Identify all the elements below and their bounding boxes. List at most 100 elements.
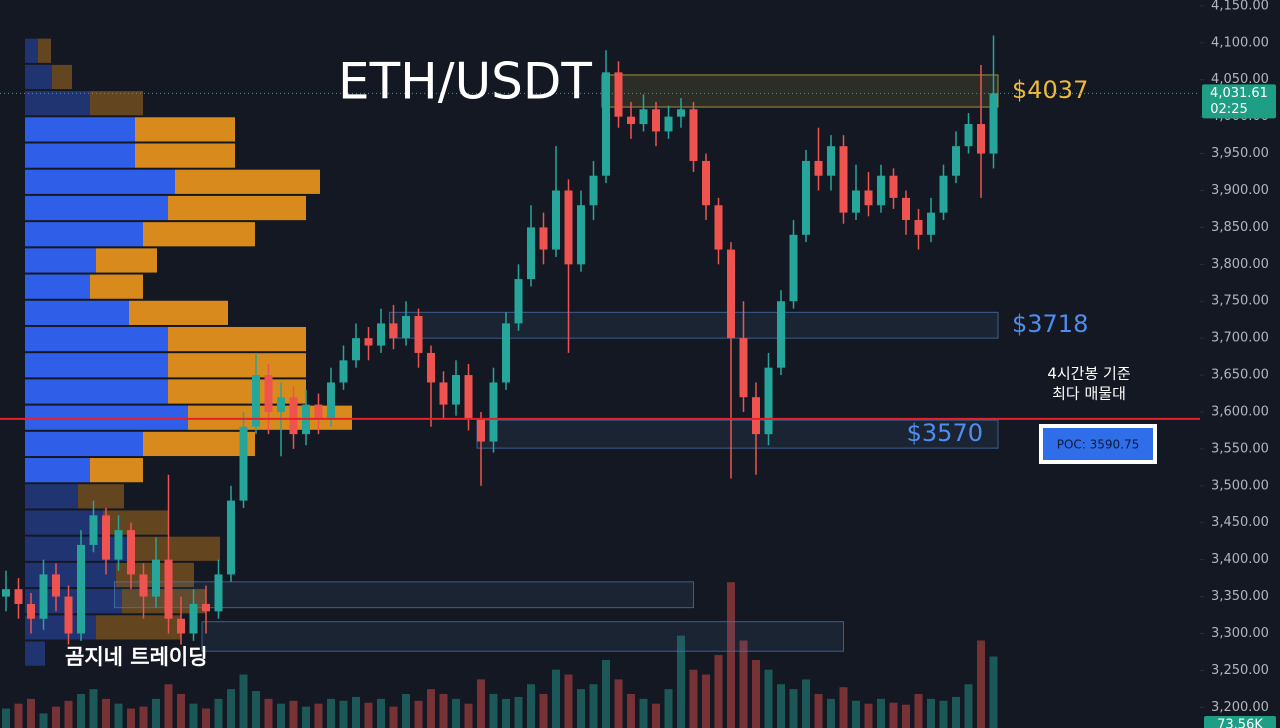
volume-label: 73.56K	[1217, 718, 1263, 728]
candle-body	[689, 109, 698, 161]
candle-body	[377, 323, 385, 346]
volume-bar	[964, 684, 973, 728]
candle-body	[339, 360, 348, 383]
candle-body	[877, 175, 885, 206]
last-price-label: 4,031.61	[1210, 86, 1268, 101]
candle-body	[52, 574, 60, 597]
volume-bar	[64, 700, 73, 728]
candle-body	[602, 72, 610, 176]
volume-bar	[752, 659, 760, 728]
candle-body	[552, 190, 560, 250]
candle-body	[852, 190, 860, 213]
volume-bar	[777, 684, 785, 728]
profile-sell	[129, 536, 220, 561]
volume-bar	[602, 659, 610, 728]
candle-body	[189, 603, 198, 634]
profile-buy	[25, 615, 96, 640]
zone-label: $4037	[1012, 76, 1088, 104]
volume-bar	[227, 689, 235, 728]
volume-bar	[427, 689, 435, 728]
volume-bar	[814, 693, 823, 728]
profile-buy	[25, 195, 168, 221]
candle-body	[127, 530, 135, 575]
volume-bar	[252, 691, 260, 728]
profile-sell	[135, 143, 235, 168]
volume-bar	[52, 706, 60, 728]
profile-buy	[25, 38, 38, 63]
candle-body	[864, 190, 873, 206]
candle-body	[452, 375, 460, 405]
volume-bar	[264, 698, 273, 728]
volume-bar	[914, 693, 923, 728]
profile-sell	[103, 510, 168, 535]
volume-bar	[364, 702, 373, 728]
candle-body	[427, 352, 435, 383]
volume-bar	[727, 582, 735, 728]
volume-bar	[877, 698, 885, 728]
volume-bar	[239, 674, 248, 728]
y-tick-label: 3,600.00	[1211, 404, 1269, 419]
volume-bar	[952, 696, 960, 728]
volume-bar	[127, 708, 135, 728]
volume-bar	[639, 698, 648, 728]
y-tick-label: 3,700.00	[1211, 331, 1269, 346]
volume-bar	[114, 703, 123, 728]
y-tick-label: 3,850.00	[1211, 220, 1269, 235]
poc-note: 4시간봉 기준	[1047, 365, 1131, 383]
volume-bar	[502, 698, 510, 728]
y-tick-label: 3,750.00	[1211, 294, 1269, 309]
volume-bar	[327, 698, 335, 728]
poc-label: POC: 3590.75	[1057, 438, 1140, 452]
candle-body	[839, 146, 848, 213]
profile-sell	[143, 222, 255, 247]
profile-buy	[25, 117, 135, 142]
volume-bar	[677, 635, 685, 728]
volume-bars	[2, 582, 998, 728]
volume-bar	[652, 703, 660, 728]
candle-body	[2, 589, 10, 597]
y-tick-label: 3,200.00	[1211, 700, 1269, 715]
candle-body	[89, 515, 98, 545]
candle-body	[952, 146, 960, 176]
candle-body	[789, 234, 798, 302]
profile-sell	[90, 274, 143, 299]
candle-body	[664, 116, 673, 132]
candle-body	[102, 515, 110, 560]
volume-bar	[89, 689, 98, 728]
zone	[389, 311, 999, 339]
profile-buy	[25, 431, 143, 457]
volume-bar	[989, 656, 998, 728]
volume-bar	[889, 702, 898, 728]
candle-body	[164, 559, 173, 619]
candle-body	[477, 419, 485, 442]
volume-bar	[339, 700, 348, 728]
y-tick-label: 3,250.00	[1211, 663, 1269, 678]
profile-sell	[168, 326, 306, 352]
profile-buy	[25, 405, 188, 430]
volume-bar	[802, 679, 810, 728]
candle-body	[739, 338, 748, 398]
candle-body	[252, 375, 260, 427]
volume-bar	[277, 703, 285, 728]
profile-buy	[25, 484, 78, 509]
countdown: 02:25	[1210, 102, 1247, 117]
candle-body	[202, 603, 210, 612]
y-tick-label: 4,100.00	[1211, 35, 1269, 50]
candle-body	[614, 72, 623, 117]
volume-bar	[902, 704, 910, 728]
volume-bar	[189, 703, 198, 728]
candle-body	[464, 375, 473, 420]
y-tick-label: 3,650.00	[1211, 368, 1269, 383]
volume-bar	[627, 693, 635, 728]
volume-bar	[614, 679, 623, 728]
profile-sell	[96, 248, 157, 273]
candle-body	[902, 197, 910, 221]
candle-body	[989, 93, 998, 154]
volume-bar	[389, 706, 398, 728]
candle-body	[314, 404, 323, 420]
candle-body	[677, 109, 685, 117]
profile-buy	[25, 300, 129, 325]
candle-body	[114, 530, 123, 560]
profile-buy	[25, 143, 135, 168]
y-tick-label: 3,500.00	[1211, 478, 1269, 493]
